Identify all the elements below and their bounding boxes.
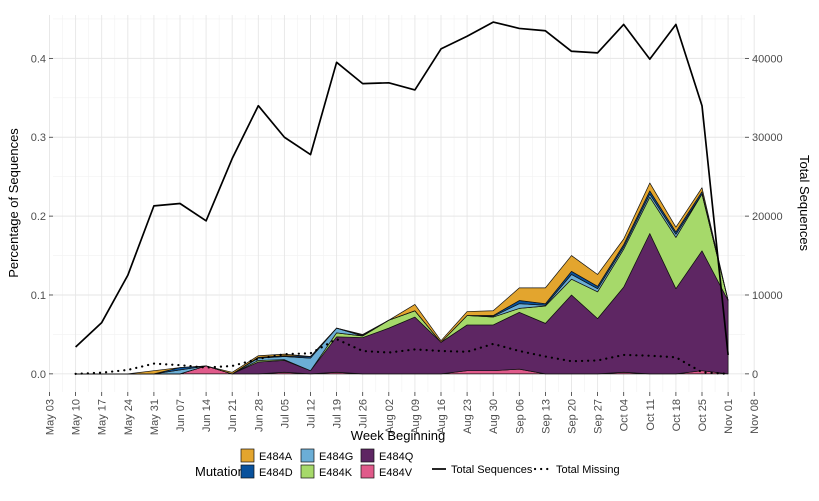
x-tick-label: May 31 [149,399,161,435]
legend-title: Mutation [195,464,245,479]
legend-label-e484v: E484V [379,467,413,479]
y-right-tick-label: 40000 [752,53,783,65]
x-tick-label: Nov 01 [723,399,735,434]
x-tick-label: May 10 [71,399,83,435]
x-tick-label: Sep 06 [514,399,526,434]
y-axis-right-title: Total Sequences [797,155,812,252]
x-tick-label: Aug 30 [488,399,500,434]
x-tick-label: Jul 26 [358,399,370,428]
legend: Mutation E484A E484D E484G E484K E484Q E484V T… [195,448,620,479]
y-right-tick-label: 30000 [752,132,783,144]
x-tick-label: May 17 [97,399,109,435]
y-left-tick-label: 0.2 [31,211,46,223]
x-tick-label: Sep 13 [540,399,552,434]
x-tick-label: Jun 14 [201,399,213,432]
x-tick-label: Oct 04 [619,399,631,431]
legend-label-e484a: E484A [259,451,293,463]
legend-label-e484g: E484G [319,451,353,463]
x-tick-label: Jul 05 [279,399,291,428]
x-tick-label: Jun 21 [227,399,239,432]
line-total-sequences [75,21,729,356]
legend-label-e484k: E484K [319,467,353,479]
legend-label-total-missing: Total Missing [556,464,620,476]
legend-label-e484q: E484Q [379,451,414,463]
y-right-tick-label: 10000 [752,290,783,302]
x-tick-label: May 24 [123,399,135,435]
legend-swatch-e484k [300,464,315,479]
x-axis-title: Week Beginning [351,428,445,443]
x-tick-label: Jul 12 [306,399,318,428]
x-tick-label: Aug 09 [410,399,422,434]
x-tick-label: Aug 02 [384,399,396,434]
x-tick-label: Oct 25 [697,399,709,431]
y-right-tick-label: 0 [752,369,758,381]
line-total-missing [74,338,730,375]
area-layers [75,182,729,375]
x-tick-label: Sep 27 [593,399,605,434]
x-tick-label: Jul 19 [332,399,344,428]
legend-label-e484d: E484D [259,467,293,479]
x-tick-label: Nov 08 [749,399,761,434]
y-left-tick-label: 0.4 [31,53,46,65]
legend-swatch-e484g [300,448,315,463]
axes: 0.0 0.1 0.2 0.3 0.4 0 10000 20000 30000 40000 May … [31,53,783,435]
y-right-tick-label: 20000 [752,211,783,223]
legend-swatch-e484a [240,448,255,463]
x-tick-label: Jun 07 [175,399,187,432]
x-tick-label: Aug 16 [436,399,448,434]
x-tick-label: Oct 11 [645,399,657,431]
x-tick-label: Oct 18 [671,399,683,431]
y-left-tick-label: 0.3 [31,132,46,144]
x-tick-label: Sep 20 [567,399,579,434]
legend-swatch-e484v [360,464,375,479]
x-tick-label: Aug 23 [462,399,474,434]
y-left-tick-label: 0.0 [31,369,46,381]
x-tick-label: Jun 28 [253,399,265,432]
y-left-tick-label: 0.1 [31,290,46,302]
legend-swatch-e484q [360,448,375,463]
x-tick-label: May 03 [45,399,57,435]
legend-swatch-e484d [240,464,255,479]
legend-label-total-sequences: Total Sequences [451,464,533,476]
y-axis-left-title: Percentage of Sequences [6,128,21,278]
line-layers [74,21,730,375]
